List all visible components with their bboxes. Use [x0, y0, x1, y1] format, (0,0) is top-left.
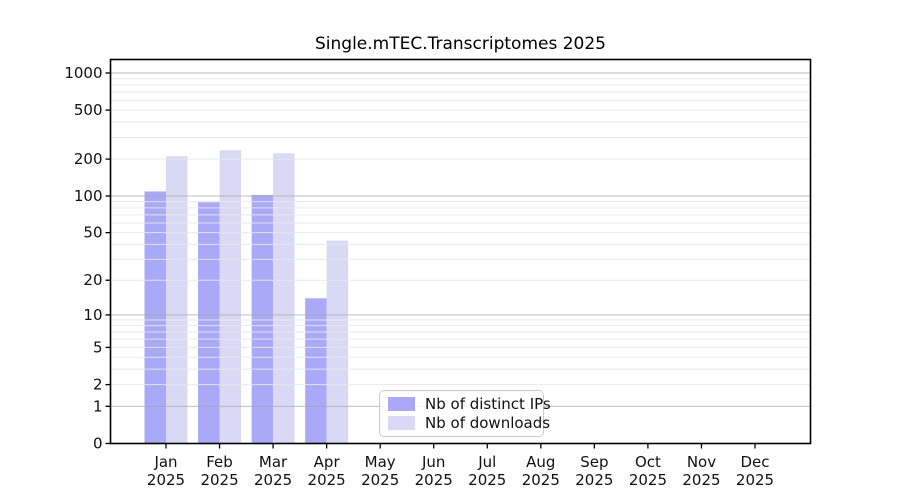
x-tick-label-year: 2025	[415, 471, 453, 489]
y-tick-label: 20	[83, 271, 102, 289]
legend-label-distinct-ips: Nb of distinct IPs	[425, 394, 551, 413]
bar-mar-downloads	[273, 153, 295, 444]
x-tick-label-month: Aug	[526, 453, 555, 471]
x-tick-label-year: 2025	[522, 471, 560, 489]
y-tick-label: 500	[74, 101, 103, 119]
chart-title: Single.mTEC.Transcriptomes 2025	[314, 34, 606, 54]
y-tick-label: 100	[74, 187, 103, 205]
x-tick-label-year: 2025	[147, 471, 185, 489]
x-tick-label-year: 2025	[308, 471, 346, 489]
x-tick-label-year: 2025	[468, 471, 506, 489]
bar-jan-distinct-ips	[144, 191, 166, 444]
x-tick-label-month: Sep	[580, 453, 608, 471]
x-tick-label-month: Jul	[477, 453, 496, 471]
x-tick-label-year: 2025	[361, 471, 399, 489]
x-tick-label-month: Feb	[206, 453, 233, 471]
x-tick-label-month: Dec	[740, 453, 769, 471]
y-tick-label: 200	[74, 150, 103, 168]
bar-feb-distinct-ips	[198, 202, 220, 444]
x-tick-label-month: Apr	[314, 453, 341, 471]
y-tick-label: 10	[83, 306, 102, 324]
bar-apr-distinct-ips	[305, 298, 327, 444]
legend-label-downloads: Nb of downloads	[425, 414, 551, 433]
y-tick-label: 50	[83, 224, 102, 242]
y-tick-label: 1	[93, 397, 103, 415]
y-tick-label: 1000	[64, 64, 102, 82]
x-tick-label-month: Nov	[687, 453, 716, 471]
legend-swatch-distinct-ips	[388, 396, 415, 411]
x-tick-label-year: 2025	[575, 471, 613, 489]
legend-row-distinct-ips: Nb of distinct IPs	[388, 395, 551, 413]
legend: Nb of distinct IPs Nb of downloads	[379, 390, 551, 437]
x-tick-label-year: 2025	[736, 471, 774, 489]
x-tick-label-year: 2025	[629, 471, 667, 489]
x-tick-label-month: Jun	[421, 453, 445, 471]
y-tick-label: 2	[93, 376, 103, 394]
axes-spines	[109, 58, 812, 445]
x-tick-label-year: 2025	[200, 471, 238, 489]
x-tick-label-month: Jan	[153, 453, 177, 471]
legend-swatch-downloads	[388, 416, 415, 431]
y-tick-label: 0	[93, 435, 103, 453]
legend-row-downloads: Nb of downloads	[388, 414, 550, 432]
bar-mar-distinct-ips	[251, 194, 274, 444]
x-tick-label-year: 2025	[682, 471, 720, 489]
y-tick-label: 5	[93, 338, 103, 356]
x-tick-label-month: Mar	[259, 453, 288, 471]
x-tick-label-year: 2025	[254, 471, 292, 489]
bar-jan-downloads	[166, 156, 188, 444]
x-tick-label-month: May	[365, 453, 396, 471]
bar-apr-downloads	[326, 240, 349, 444]
bar-feb-downloads	[219, 150, 242, 444]
x-tick-label-month: Oct	[635, 453, 661, 471]
